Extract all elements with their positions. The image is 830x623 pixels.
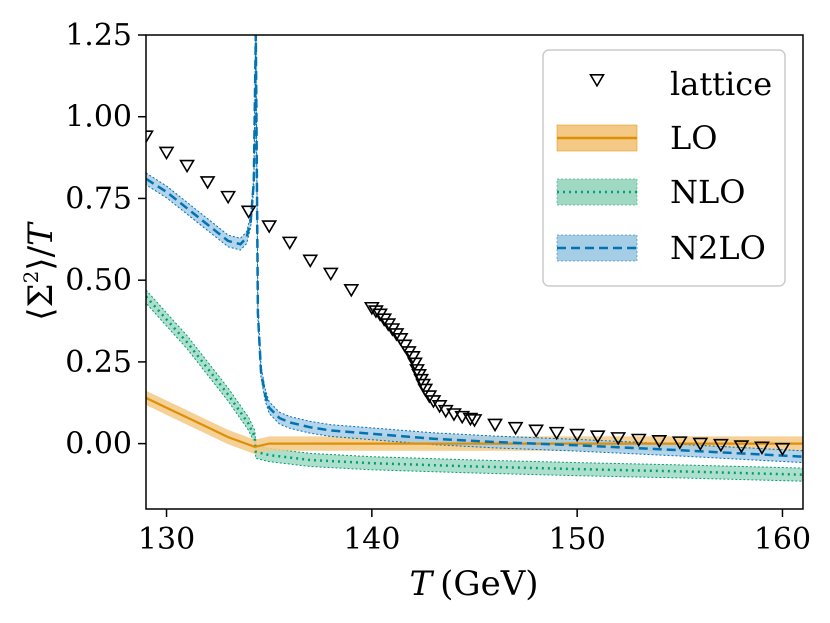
- lattice-point: [363, 301, 380, 316]
- y-tick-label: 0.25: [65, 345, 132, 380]
- lattice-point: [487, 418, 503, 433]
- line-lo: [146, 396, 803, 449]
- lattice-point: [630, 433, 647, 448]
- line-nlo: [146, 295, 803, 476]
- lattice-point: [392, 333, 409, 347]
- lattice-point: [199, 176, 216, 190]
- plot-frame: [145, 34, 804, 510]
- y-tick-label: 1.25: [65, 18, 132, 53]
- y-axis: 0.00 0.25 0.50 0.75 1.00 1.25: [65, 18, 146, 462]
- legend-label-lo: LO: [670, 119, 717, 157]
- lattice-point: [261, 220, 278, 234]
- lattice-point: [179, 159, 195, 174]
- lattice-point: [754, 441, 770, 455]
- lattice-point: [396, 339, 413, 353]
- lattice-point: [610, 432, 627, 446]
- y-tick-label: 1.00: [65, 100, 132, 135]
- y-axis-label-var: T: [21, 221, 61, 246]
- lattice-point: [712, 438, 729, 453]
- lattice-point: [281, 236, 298, 251]
- lattice-point: [302, 254, 319, 268]
- lattice-point: [322, 267, 339, 282]
- x-tick-label: 130: [138, 522, 195, 557]
- band-lo: [146, 390, 803, 455]
- legend-frame: [542, 49, 786, 287]
- legend-band-n2lo: [556, 234, 638, 262]
- y-axis-label-open: ⟨Σ: [21, 283, 61, 320]
- lattice-point: [405, 350, 421, 365]
- lattice-point: [733, 440, 750, 454]
- lattice-point: [569, 428, 586, 443]
- lattice-point: [651, 435, 668, 449]
- x-axis-label-unit: (GeV): [440, 564, 538, 604]
- lattice-point: [343, 283, 360, 298]
- legend-label-n2lo: N2LO: [670, 229, 766, 267]
- lattice-point: [528, 424, 544, 438]
- x-tick-label: 160: [754, 522, 811, 557]
- lattice-point: [146, 130, 154, 144]
- y-tick-label: 0.75: [65, 181, 132, 216]
- lattice-point: [368, 305, 384, 319]
- lattice-point: [507, 421, 524, 436]
- y-tick-label: 0.50: [65, 263, 132, 298]
- lattice-point: [417, 383, 434, 398]
- legend-marker-lattice: [589, 74, 605, 88]
- legend-label-lattice: lattice: [670, 65, 772, 103]
- legend: lattice LO NLO N2LO: [542, 49, 786, 287]
- lattice-point: [407, 357, 423, 371]
- lattice-point: [774, 442, 791, 457]
- x-tick-label: 140: [343, 522, 400, 557]
- y-axis-label: ⟨Σ2⟩/T: [19, 221, 61, 321]
- plot-area: [146, 35, 803, 482]
- x-tick-label: 150: [549, 522, 606, 557]
- x-axis-label-var: T: [409, 564, 434, 604]
- lattice-point: [240, 205, 257, 219]
- y-axis-label-close: ⟩/: [21, 245, 61, 270]
- lattice-point: [671, 436, 688, 450]
- lattice-point: [466, 414, 483, 428]
- lattice-point: [548, 426, 565, 441]
- x-axis: 130 140 150 160: [138, 509, 811, 557]
- lattice-point: [589, 430, 606, 444]
- y-axis-label-sup: 2: [19, 271, 43, 284]
- lattice-point: [462, 412, 479, 427]
- lattice-point: [158, 146, 175, 161]
- legend-label-nlo: NLO: [670, 173, 745, 211]
- lattice-point: [692, 437, 709, 452]
- lattice-point: [220, 190, 237, 205]
- x-axis-label: T (GeV): [409, 564, 538, 604]
- y-tick-label: 0.00: [65, 427, 132, 462]
- line-n2lo: [146, 35, 803, 458]
